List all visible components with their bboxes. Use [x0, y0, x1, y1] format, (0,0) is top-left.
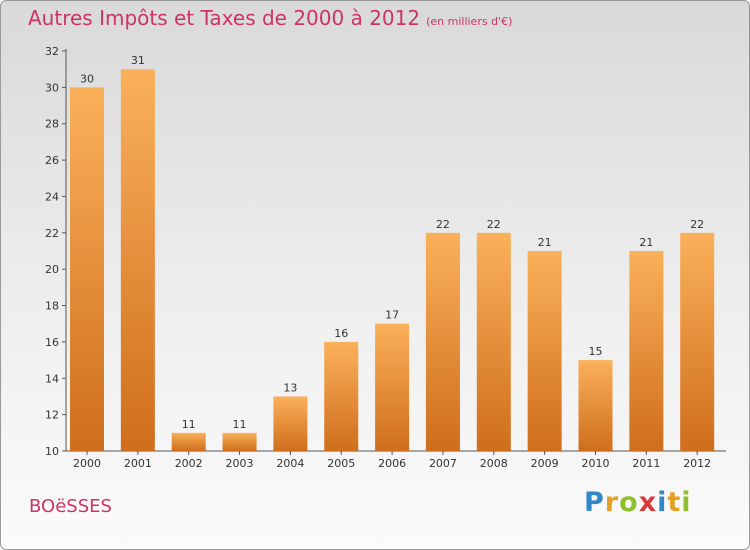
y-tick-label: 22 — [45, 227, 59, 240]
chart-title: Autres Impôts et Taxes de 2000 à 2012 — [28, 6, 421, 30]
logo-letter: x — [638, 487, 658, 518]
logo-letter: P — [584, 487, 605, 518]
y-tick-label: 16 — [45, 336, 59, 349]
logo-letter: o — [619, 487, 639, 518]
bar-value-label: 22 — [690, 218, 704, 231]
bar — [324, 341, 359, 451]
bar-value-label: 15 — [589, 345, 603, 358]
bar — [120, 69, 155, 451]
x-tick-label: 2001 — [124, 457, 152, 470]
chart-subtitle: (en milliers d'€) — [426, 15, 513, 28]
logo-letter: i — [681, 487, 692, 518]
bar — [527, 251, 562, 451]
bar — [476, 232, 511, 451]
commune-name: BOëSSES — [29, 496, 112, 517]
bar — [680, 232, 715, 451]
x-tick-label: 2010 — [582, 457, 610, 470]
logo-letter: i — [657, 487, 668, 518]
x-tick-label: 2003 — [226, 457, 254, 470]
x-tick-label: 2011 — [632, 457, 660, 470]
bar-value-label: 17 — [385, 309, 399, 322]
bar-value-label: 16 — [334, 327, 348, 340]
bar — [171, 432, 206, 451]
proxiti-logo: Proxiti — [584, 487, 692, 518]
bar — [578, 360, 613, 451]
bar — [273, 396, 308, 451]
x-tick-label: 2004 — [276, 457, 304, 470]
bar — [629, 251, 664, 451]
x-tick-label: 2007 — [429, 457, 457, 470]
x-tick-label: 2009 — [531, 457, 559, 470]
bar-value-label: 22 — [487, 218, 501, 231]
bar-value-label: 11 — [182, 418, 196, 431]
bar-value-label: 22 — [436, 218, 450, 231]
logo-letter: t — [667, 487, 682, 518]
x-tick-label: 2012 — [683, 457, 711, 470]
y-tick-label: 14 — [45, 372, 59, 385]
x-tick-label: 2006 — [378, 457, 406, 470]
x-tick-label: 2002 — [175, 457, 203, 470]
bar — [375, 323, 410, 451]
y-tick-label: 10 — [45, 445, 59, 458]
y-tick-label: 20 — [45, 263, 59, 276]
bar-value-label: 21 — [639, 236, 653, 249]
bar-value-label: 21 — [538, 236, 552, 249]
x-tick-label: 2008 — [480, 457, 508, 470]
y-tick-label: 26 — [45, 154, 59, 167]
y-tick-label: 32 — [45, 45, 59, 58]
y-tick-label: 24 — [45, 190, 59, 203]
x-tick-label: 2005 — [327, 457, 355, 470]
bar — [222, 432, 257, 451]
x-tick-label: 2000 — [73, 457, 101, 470]
bar-value-label: 30 — [80, 72, 94, 85]
y-tick-label: 28 — [45, 118, 59, 131]
bar — [425, 232, 460, 451]
logo-letter: r — [604, 487, 620, 518]
chart-title-block: Autres Impôts et Taxes de 2000 à 2012 (en… — [28, 6, 512, 30]
bar-value-label: 31 — [131, 54, 145, 67]
bar — [70, 87, 104, 451]
y-tick-label: 12 — [45, 409, 59, 422]
y-tick-label: 30 — [45, 81, 59, 94]
y-tick-label: 18 — [45, 300, 59, 313]
bar-value-label: 11 — [233, 418, 247, 431]
bar-value-label: 13 — [283, 381, 297, 394]
